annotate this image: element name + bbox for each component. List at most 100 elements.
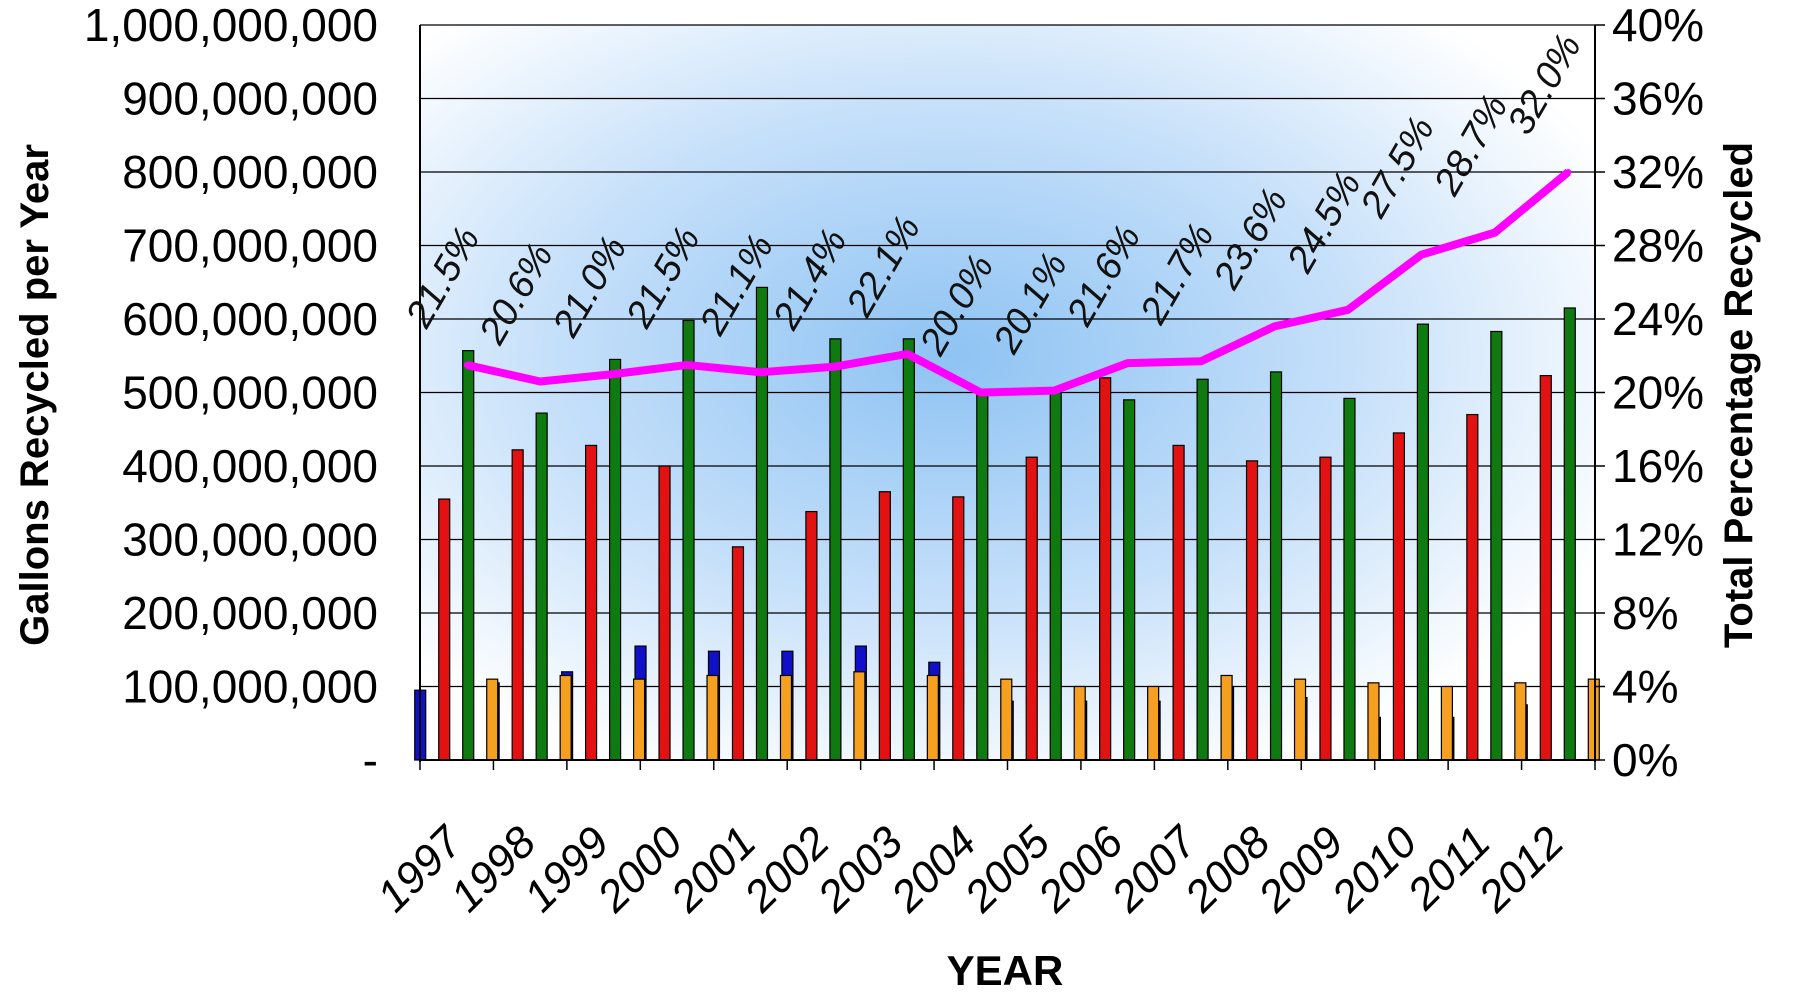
bar xyxy=(1245,460,1259,761)
bar xyxy=(608,358,622,761)
bar xyxy=(1539,374,1552,761)
x-tick-label: 2006 xyxy=(1028,817,1133,922)
y2-tick-label: 4% xyxy=(1612,661,1678,713)
x-tick-label: 2005 xyxy=(955,817,1060,922)
y2-tick-label: 16% xyxy=(1612,440,1704,492)
bar xyxy=(878,491,891,761)
x-tick-label: 2010 xyxy=(1322,817,1427,922)
bar xyxy=(1123,399,1136,761)
bar xyxy=(1514,682,1527,761)
bar xyxy=(1196,378,1209,761)
bar xyxy=(682,319,695,761)
bar xyxy=(1049,391,1062,761)
x-tick-label: 2003 xyxy=(808,817,913,922)
percentage-point xyxy=(1051,387,1058,394)
percentage-point xyxy=(830,363,837,370)
y-axis-title: Gallons Recycled per Year xyxy=(13,144,57,646)
bar xyxy=(805,510,818,761)
bar xyxy=(438,498,451,761)
y-tick-label: 700,000,000 xyxy=(122,220,378,272)
y2-axis-title: Total Percentage Recycled xyxy=(1717,142,1761,648)
bar xyxy=(1319,456,1332,761)
y2-tick-label: 24% xyxy=(1612,293,1704,345)
x-tick-label: 2012 xyxy=(1469,817,1574,922)
x-tick-label: 2000 xyxy=(588,817,693,922)
bar xyxy=(902,338,915,761)
y2-tick-label: 12% xyxy=(1612,514,1704,566)
bar xyxy=(1392,432,1406,761)
percentage-point xyxy=(610,371,617,378)
x-tick-label: 1999 xyxy=(515,817,619,921)
bar xyxy=(1099,377,1112,761)
bar xyxy=(926,674,939,761)
bar xyxy=(1293,678,1307,761)
percentage-point xyxy=(463,361,470,368)
bar xyxy=(632,678,646,761)
y2-tick-label: 8% xyxy=(1612,587,1678,639)
y2-tick-label: 36% xyxy=(1612,73,1704,125)
y2-tick-label: 20% xyxy=(1612,367,1704,419)
percentage-point xyxy=(904,350,911,357)
percentage-point xyxy=(684,361,691,368)
bar xyxy=(1563,307,1576,761)
bar xyxy=(1172,444,1185,761)
percentage-point xyxy=(757,369,764,376)
bar xyxy=(1416,323,1430,761)
y-tick-label: 600,000,000 xyxy=(122,293,378,345)
percentage-point xyxy=(1491,229,1498,236)
x-tick-label: 2008 xyxy=(1175,817,1280,922)
y-tick-label: - xyxy=(363,734,378,786)
bar xyxy=(853,671,866,761)
y-tick-label: 300,000,000 xyxy=(122,514,378,566)
percentage-point xyxy=(1344,306,1351,313)
percentage-point xyxy=(1418,251,1425,258)
bar xyxy=(731,546,745,761)
bar xyxy=(1466,413,1479,761)
bar xyxy=(1367,682,1380,761)
bar xyxy=(952,496,965,761)
bar xyxy=(462,350,475,761)
x-tick-label: 2001 xyxy=(661,817,766,922)
percentage-line xyxy=(465,168,1571,397)
percentage-point xyxy=(1124,360,1131,367)
y-tick-label: 1,000,000,000 xyxy=(84,0,378,51)
y-tick-label: 900,000,000 xyxy=(122,73,378,125)
y-tick-label: 500,000,000 xyxy=(122,367,378,419)
bar xyxy=(755,286,769,761)
y2-tick-label: 0% xyxy=(1612,734,1678,786)
y-tick-label: 800,000,000 xyxy=(122,146,378,198)
bar xyxy=(511,449,524,761)
y-tick-label: 400,000,000 xyxy=(122,440,378,492)
y2-tick-label: 32% xyxy=(1612,146,1704,198)
percentage-point xyxy=(537,378,544,385)
bar xyxy=(1025,456,1038,761)
x-tick-label: 2002 xyxy=(734,817,839,922)
bar xyxy=(486,678,499,761)
y-tick-label: 100,000,000 xyxy=(122,661,378,713)
bar xyxy=(559,674,572,761)
y2-tick-label: 28% xyxy=(1612,220,1704,272)
bar xyxy=(535,412,548,761)
x-tick-label: 2009 xyxy=(1248,817,1353,922)
x-tick-label: 2004 xyxy=(881,817,986,922)
bar xyxy=(1440,685,1454,761)
x-axis-title: YEAR xyxy=(947,947,1064,994)
bar xyxy=(1343,397,1356,761)
y-tick-label: 200,000,000 xyxy=(122,587,378,639)
bar xyxy=(1269,371,1283,761)
bar xyxy=(779,674,793,761)
bar xyxy=(829,338,842,761)
x-tick-label: 1997 xyxy=(368,816,473,921)
x-tick-label: 2007 xyxy=(1102,816,1208,922)
bar xyxy=(1490,330,1503,761)
bar xyxy=(706,674,719,761)
percentage-point xyxy=(977,389,984,396)
x-tick-label: 1998 xyxy=(441,817,545,921)
bar xyxy=(584,444,598,761)
bar xyxy=(1147,685,1160,761)
percentage-point xyxy=(1271,323,1278,330)
bar xyxy=(1587,678,1600,761)
bar xyxy=(1220,674,1233,761)
bar xyxy=(658,465,671,761)
